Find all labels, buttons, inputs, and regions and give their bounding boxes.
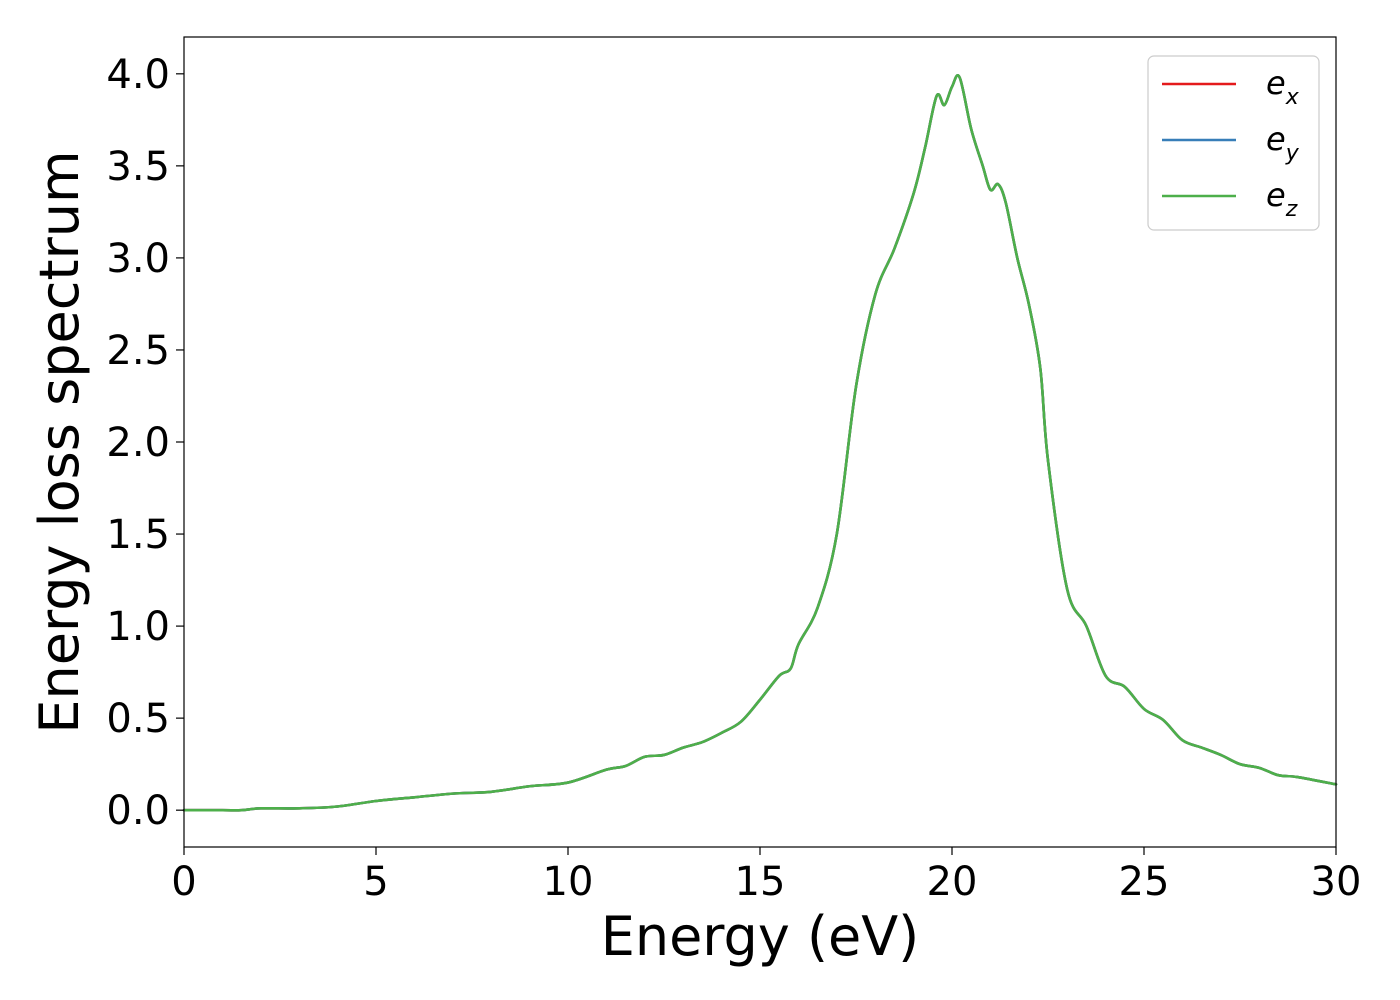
- legend-label-base: e: [1266, 64, 1286, 102]
- x-tick-label: 15: [735, 859, 786, 905]
- legend-label-ey: ey: [1266, 120, 1300, 166]
- y-axis: 0.0 0.5 1.0 1.5 2.0 2.5 3.0 3.5 4.0: [106, 52, 184, 834]
- legend-label-base: e: [1266, 120, 1286, 158]
- x-axis: 0 5 10 15 20 25 30: [171, 847, 1361, 905]
- y-tick-label: 1.0: [106, 604, 170, 650]
- y-tick-label: 2.5: [106, 328, 170, 374]
- x-tick-label: 10: [543, 859, 594, 905]
- legend-label-ex: ex: [1266, 64, 1300, 110]
- y-tick-label: 0.0: [106, 788, 170, 834]
- x-tick-label: 5: [363, 859, 388, 905]
- y-tick-label: 2.0: [106, 420, 170, 466]
- legend-label-ez: ez: [1266, 176, 1298, 222]
- y-tick-label: 3.5: [106, 144, 170, 190]
- plot-background: [184, 37, 1336, 847]
- series-layer: [182, 74, 1338, 812]
- y-tick-label: 0.5: [106, 696, 170, 742]
- y-tick-label: 3.0: [106, 236, 170, 282]
- y-tick-label: 4.0: [106, 52, 170, 98]
- x-tick-label: 25: [1119, 859, 1170, 905]
- x-tick-label: 20: [927, 859, 978, 905]
- x-tick-label: 30: [1311, 859, 1362, 905]
- x-tick-label: 0: [171, 859, 196, 905]
- x-axis-label: Energy (eV): [601, 905, 920, 968]
- y-tick-label: 1.5: [106, 512, 170, 558]
- legend-label-subscript: z: [1285, 197, 1298, 222]
- y-axis-label: Energy loss spectrum: [28, 150, 91, 733]
- legend-label-subscript: y: [1285, 141, 1300, 166]
- legend-label-subscript: x: [1285, 85, 1300, 110]
- legend-label-base: e: [1266, 176, 1286, 214]
- legend-box: [1147, 55, 1320, 231]
- series-line-ez: [182, 74, 1338, 812]
